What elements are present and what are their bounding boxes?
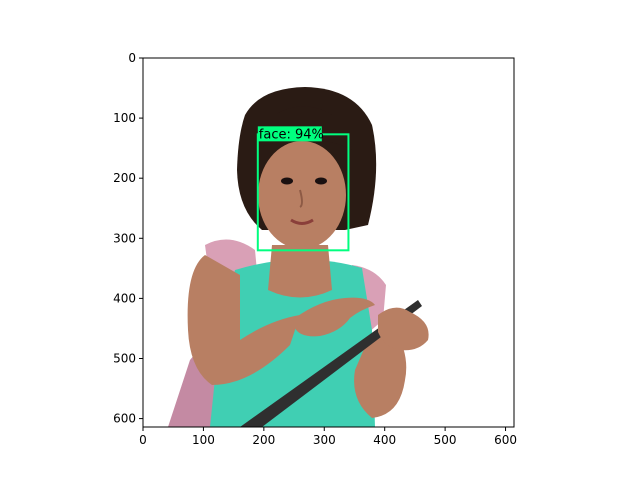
right-arm: [354, 330, 407, 418]
tablet: [240, 300, 422, 427]
detection-label: face: 94%: [259, 127, 324, 142]
right-eye: [315, 177, 327, 185]
x-axis: 0 100 200 300 400 500 600: [139, 427, 517, 447]
x-tick-label: 300: [313, 433, 336, 447]
right-hand: [378, 307, 429, 351]
left-eye: [281, 177, 293, 185]
photo-child-with-tablet: [168, 87, 429, 427]
x-tick-label: 100: [192, 433, 215, 447]
y-tick-label: 400: [113, 291, 136, 305]
y-tick-label: 0: [128, 51, 136, 65]
mouth: [290, 218, 314, 225]
y-tick-label: 500: [113, 351, 136, 365]
y-axis: 0 100 200 300 400 500 600: [113, 51, 143, 426]
y-tick-label: 200: [113, 171, 136, 185]
x-tick-label: 400: [373, 433, 396, 447]
y-tick-label: 100: [113, 111, 136, 125]
x-tick-label: 0: [139, 433, 147, 447]
x-tick-label: 500: [434, 433, 457, 447]
detection-label-background: [257, 126, 322, 142]
axes-frame: [142, 57, 515, 428]
y-tick-label: 600: [113, 412, 136, 426]
nose: [299, 189, 303, 208]
x-tick-label: 600: [494, 433, 517, 447]
left-hand: [295, 297, 375, 337]
y-tick-label: 300: [113, 231, 136, 245]
x-tick-label: 200: [252, 433, 275, 447]
left-arm: [187, 255, 300, 385]
neck: [268, 245, 332, 298]
detection-overlay: face: 94%: [256, 126, 350, 252]
